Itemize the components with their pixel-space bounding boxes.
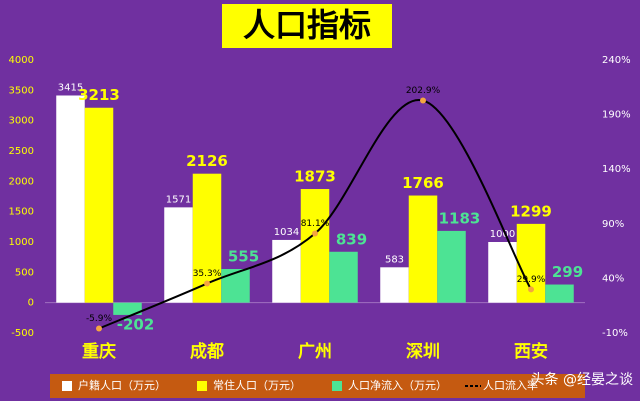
bar-value-label: 3415: [58, 82, 83, 93]
line-marker: [96, 325, 102, 332]
bar: [221, 268, 250, 303]
y-tick-label: 3500: [9, 85, 34, 96]
y-tick-label: 2000: [9, 176, 34, 187]
bar-value-label: 555: [228, 247, 259, 265]
y-tick-label: 2500: [9, 146, 34, 157]
bar-value-label: 3213: [78, 86, 120, 104]
y-tick-label: 500: [15, 267, 34, 278]
legend-box: [50, 374, 585, 398]
bar: [84, 107, 114, 303]
bar: [437, 230, 466, 303]
title-box: [222, 4, 392, 48]
bar-value-label: 2126: [186, 152, 228, 170]
bar: [272, 239, 301, 303]
legend-label: 户籍人口（万元）: [78, 378, 166, 392]
line: [98, 99, 532, 330]
x-tick-label: 深圳: [406, 341, 440, 362]
y-tick-label: 1000: [9, 237, 34, 248]
y-tick-label: -500: [11, 328, 34, 339]
line-value-label: 202.9%: [406, 86, 441, 96]
legend-label: 人口净流入（万元）: [348, 378, 447, 392]
bar-value-label: 1571: [166, 194, 191, 205]
y2-tick-label: 140%: [602, 164, 631, 175]
bar-value-label: 299: [552, 263, 583, 281]
x-tick-label: 重庆: [82, 341, 116, 362]
line-value-label: 81.1%: [301, 219, 330, 229]
line-marker: [204, 280, 210, 287]
bar-value-label: 1000: [490, 229, 515, 240]
line-marker: [528, 286, 534, 293]
bar: [408, 195, 438, 303]
bar-value-label: 1183: [439, 209, 481, 227]
y2-tick-label: 90%: [602, 219, 624, 230]
line-value-label: 35.3%: [193, 269, 222, 279]
x-tick-label: 西安: [514, 341, 548, 362]
line-value-label: -5.9%: [86, 314, 113, 324]
y-tick-label: 3000: [9, 116, 34, 127]
y2-tick-label: -10%: [602, 328, 628, 339]
line-marker: [420, 97, 426, 104]
x-tick-label: 广州: [298, 341, 332, 362]
bar-value-label: 839: [336, 230, 367, 248]
legend-swatch: [62, 381, 72, 391]
legend-label: 常住人口（万元）: [213, 378, 301, 392]
bar-value-label: 583: [385, 254, 404, 265]
y-tick-label: 0: [28, 298, 34, 309]
bar: [300, 189, 330, 303]
bar-value-label: 1873: [294, 168, 336, 186]
y2-tick-label: 240%: [602, 55, 631, 66]
bar-value-label: 1034: [274, 227, 299, 238]
bar: [488, 242, 517, 303]
bar: [164, 207, 193, 303]
legend-swatch: [332, 381, 342, 391]
y-tick-label: 1500: [9, 207, 34, 218]
legend-swatch: [197, 381, 207, 391]
legend-label: 人口流入率: [483, 378, 538, 392]
bar: [329, 251, 358, 303]
chart-title: 人口指标: [243, 6, 371, 44]
watermark: 头条 @经晏之谈: [531, 371, 633, 388]
bar: [113, 302, 142, 315]
bar-value-label: 1766: [402, 174, 444, 192]
bar: [380, 267, 409, 303]
bar-value-label: -202: [117, 315, 155, 333]
y2-tick-label: 40%: [602, 273, 624, 284]
x-tick-label: 成都: [190, 341, 224, 362]
y2-tick-label: 190%: [602, 110, 631, 121]
y-tick-label: 4000: [9, 55, 34, 66]
line-value-label: 29.9%: [517, 275, 546, 285]
bar-value-label: 1299: [510, 202, 552, 220]
line-marker: [312, 230, 318, 237]
bar: [545, 284, 574, 303]
bar: [56, 95, 85, 303]
